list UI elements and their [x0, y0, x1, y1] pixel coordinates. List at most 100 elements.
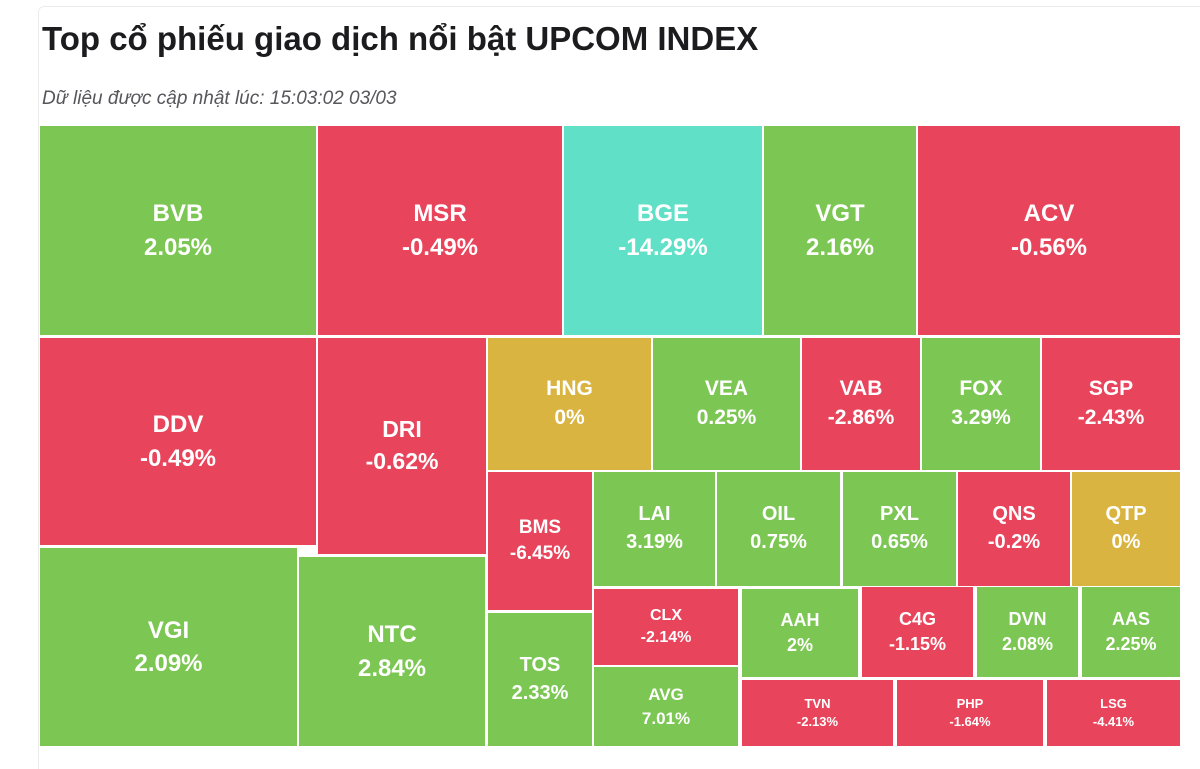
- treemap-tile-ACV[interactable]: ACV -0.56%: [918, 126, 1180, 335]
- tile-ticker: SGP: [1088, 377, 1134, 401]
- tile-label: VGI 2.09%: [134, 614, 202, 680]
- treemap-tile-BVB[interactable]: BVB 2.05%: [40, 126, 316, 335]
- treemap-tile-C4G[interactable]: C4G -1.15%: [862, 587, 973, 677]
- tile-change-percent: 2.16%: [805, 233, 875, 261]
- tile-label: BVB 2.05%: [144, 197, 212, 263]
- treemap-tile-DRI[interactable]: DRI -0.62%: [318, 338, 486, 554]
- tile-change-percent: -1.64%: [949, 714, 991, 729]
- tile-change-percent: 2.84%: [357, 654, 427, 682]
- tile-change-percent: -2.14%: [640, 629, 692, 646]
- tile-label: LSG -4.41%: [1093, 695, 1134, 731]
- tile-change-percent: -0.62%: [365, 448, 439, 474]
- treemap-tile-DVN[interactable]: DVN 2.08%: [977, 587, 1078, 677]
- treemap-tile-LSG[interactable]: LSG -4.41%: [1047, 680, 1180, 746]
- tile-change-percent: 3.19%: [626, 531, 683, 553]
- tile-label: MSR -0.49%: [402, 197, 478, 263]
- treemap-tile-FOX[interactable]: FOX 3.29%: [922, 338, 1040, 470]
- tile-change-percent: -0.2%: [987, 531, 1041, 553]
- treemap-tile-DDV[interactable]: DDV -0.49%: [40, 338, 316, 545]
- tile-ticker: PXL: [880, 503, 919, 526]
- tile-change-percent: -2.43%: [1077, 406, 1145, 429]
- tile-ticker: C4G: [898, 609, 936, 630]
- tile-ticker: AAH: [780, 610, 820, 631]
- tile-label: BMS -6.45%: [510, 515, 570, 567]
- tile-change-percent: 0.25%: [696, 406, 757, 429]
- tile-change-percent: 0.75%: [750, 531, 807, 553]
- tile-ticker: QTP: [1105, 503, 1147, 526]
- tile-label: ACV -0.56%: [1011, 197, 1087, 263]
- treemap-tile-AAS[interactable]: AAS 2.25%: [1082, 587, 1180, 677]
- treemap-tile-HNG[interactable]: HNG 0%: [488, 338, 651, 470]
- tile-change-percent: 2.25%: [1105, 634, 1157, 654]
- tile-label: VEA 0.25%: [697, 375, 757, 433]
- treemap-tile-VGT[interactable]: VGT 2.16%: [764, 126, 916, 335]
- tile-change-percent: -0.49%: [401, 233, 479, 261]
- tile-ticker: TOS: [519, 653, 561, 676]
- tile-ticker: PHP: [956, 696, 984, 712]
- tile-ticker: BVB: [152, 200, 204, 228]
- tile-ticker: QNS: [992, 503, 1036, 526]
- tile-change-percent: -2.86%: [827, 406, 895, 429]
- treemap-tile-AVG[interactable]: AVG 7.01%: [594, 667, 738, 746]
- tile-label: TOS 2.33%: [512, 652, 569, 707]
- tile-label: BGE -14.29%: [618, 197, 707, 263]
- treemap-tile-VAB[interactable]: VAB -2.86%: [802, 338, 920, 470]
- tile-change-percent: -1.15%: [888, 634, 947, 654]
- tile-label: SGP -2.43%: [1078, 375, 1145, 433]
- tile-change-percent: 2.05%: [143, 233, 213, 261]
- tile-ticker: OIL: [761, 503, 796, 526]
- tile-label: C4G -1.15%: [889, 607, 946, 657]
- treemap-tile-TVN[interactable]: TVN -2.13%: [742, 680, 893, 746]
- tile-label: DDV -0.49%: [140, 408, 216, 474]
- tile-change-percent: -6.45%: [509, 543, 571, 564]
- treemap-tile-SGP[interactable]: SGP -2.43%: [1042, 338, 1180, 470]
- tile-change-percent: -14.29%: [618, 233, 708, 261]
- treemap-tile-QNS[interactable]: QNS -0.2%: [958, 472, 1070, 586]
- tile-ticker: LAI: [638, 503, 671, 526]
- treemap-tile-PXL[interactable]: PXL 0.65%: [843, 472, 956, 586]
- tile-label: AAS 2.25%: [1105, 607, 1156, 657]
- tile-ticker: VGT: [815, 200, 865, 228]
- tile-ticker: ACV: [1023, 200, 1075, 228]
- tile-ticker: LSG: [1100, 696, 1127, 712]
- tile-label: CLX -2.14%: [641, 605, 692, 649]
- treemap-tile-TOS[interactable]: TOS 2.33%: [488, 613, 592, 746]
- tile-ticker: CLX: [649, 606, 682, 624]
- treemap-tile-VGI[interactable]: VGI 2.09%: [40, 548, 297, 746]
- treemap-tile-NTC[interactable]: NTC 2.84%: [299, 557, 485, 746]
- tile-label: AAH 2%: [781, 608, 820, 658]
- tile-ticker: NTC: [367, 621, 417, 649]
- tile-label: FOX 3.29%: [951, 375, 1011, 433]
- tile-label: OIL 0.75%: [750, 501, 807, 556]
- tile-change-percent: 0.65%: [871, 531, 928, 553]
- update-timestamp: Dữ liệu được cập nhật lúc: 15:03:02 03/0…: [42, 88, 397, 109]
- treemap-tile-OIL[interactable]: OIL 0.75%: [717, 472, 840, 586]
- tile-change-percent: 0%: [1111, 531, 1141, 553]
- tile-ticker: DVN: [1008, 609, 1047, 630]
- treemap-tile-AAH[interactable]: AAH 2%: [742, 589, 858, 677]
- treemap-tile-BGE[interactable]: BGE -14.29%: [564, 126, 762, 335]
- tile-ticker: DRI: [382, 416, 422, 443]
- treemap-tile-QTP[interactable]: QTP 0%: [1072, 472, 1180, 586]
- tile-label: QNS -0.2%: [988, 501, 1040, 556]
- treemap-tile-BMS[interactable]: BMS -6.45%: [488, 472, 592, 610]
- treemap-tile-PHP[interactable]: PHP -1.64%: [897, 680, 1043, 746]
- treemap-tile-VEA[interactable]: VEA 0.25%: [653, 338, 800, 470]
- treemap-tile-MSR[interactable]: MSR -0.49%: [318, 126, 562, 335]
- tile-ticker: VGI: [147, 616, 190, 644]
- tile-ticker: VEA: [704, 377, 749, 401]
- tile-change-percent: 0%: [554, 406, 585, 429]
- tile-label: PXL 0.65%: [871, 501, 928, 556]
- tile-ticker: AAS: [1111, 609, 1150, 630]
- tile-label: LAI 3.19%: [626, 501, 683, 556]
- tile-label: AVG 7.01%: [642, 683, 690, 730]
- treemap: BVB 2.05% MSR -0.49% BGE -14.29% VGT 2.16% ACV -0…: [40, 126, 1181, 746]
- treemap-tile-CLX[interactable]: CLX -2.14%: [594, 589, 738, 665]
- tile-ticker: VAB: [839, 377, 883, 401]
- tile-label: VAB -2.86%: [828, 375, 895, 433]
- tile-change-percent: 2.08%: [1001, 634, 1054, 654]
- tile-change-percent: 3.29%: [951, 406, 1011, 429]
- tile-change-percent: 2%: [786, 635, 813, 655]
- tile-change-percent: 2.09%: [134, 650, 203, 677]
- treemap-tile-LAI[interactable]: LAI 3.19%: [594, 472, 715, 586]
